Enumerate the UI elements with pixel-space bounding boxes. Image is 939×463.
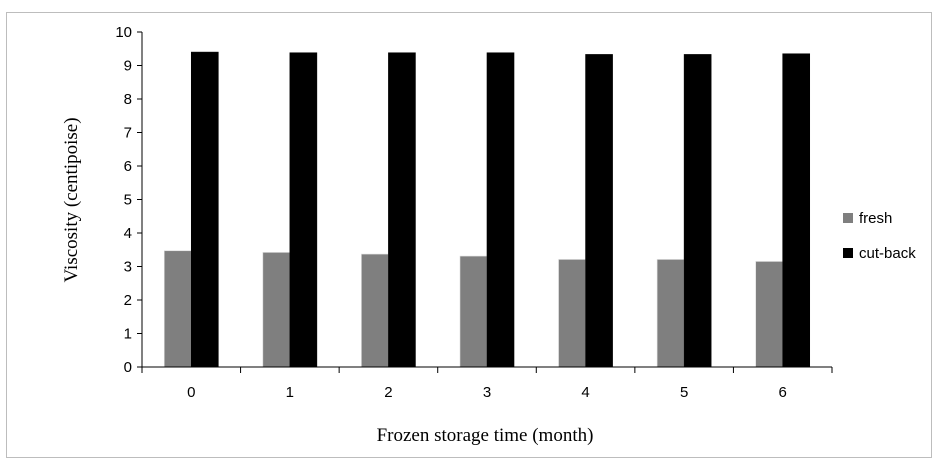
bar-cut-back-3 (486, 52, 515, 368)
legend-label-cut-back: cut-back (859, 245, 916, 262)
chart-frame (6, 12, 932, 458)
legend: fresh cut-back (843, 210, 916, 262)
bar-fresh-5 (656, 259, 685, 368)
bar-fresh-1 (262, 252, 291, 368)
x-tick-label: 3 (483, 384, 491, 401)
bar-fresh-6 (755, 261, 784, 368)
y-tick-label: 8 (124, 91, 132, 108)
legend-label-fresh: fresh (859, 210, 892, 227)
y-tick-label: 6 (124, 158, 132, 175)
x-tick-label: 1 (286, 384, 294, 401)
x-tick-label: 0 (187, 384, 195, 401)
legend-swatch-fresh (843, 213, 853, 223)
bar-cut-back-2 (388, 52, 416, 368)
x-axis-title: Frozen storage time (month) (377, 425, 594, 446)
x-tick-label: 4 (581, 384, 589, 401)
x-axis-ticks: 0 1 2 3 4 5 6 (141, 367, 833, 401)
bars (163, 51, 811, 368)
legend-swatch-cut-back (843, 248, 853, 258)
y-axis-title: Viscosity (centipoise) (61, 117, 82, 282)
bar-fresh-4 (558, 259, 586, 368)
y-tick-label: 9 (124, 58, 132, 75)
bar-fresh-2 (361, 253, 389, 368)
bar-cut-back-4 (585, 54, 613, 368)
y-tick-label: 1 (124, 326, 132, 343)
y-tick-label: 0 (124, 359, 132, 376)
y-tick-label: 4 (124, 225, 132, 242)
y-tick-label: 7 (124, 125, 132, 142)
y-tick-label: 3 (124, 259, 132, 276)
bar-cut-back-5 (683, 54, 712, 368)
y-tick-label: 2 (124, 292, 132, 309)
x-tick-label: 5 (680, 384, 688, 401)
bar-cut-back-1 (289, 52, 318, 368)
bar-fresh-3 (459, 255, 488, 368)
x-tick-label: 6 (779, 384, 787, 401)
x-tick-label: 2 (384, 384, 392, 401)
y-tick-label: 5 (124, 192, 132, 209)
y-axis-ticks: 0 1 2 3 4 5 6 7 8 9 10 (115, 24, 142, 376)
bar-cut-back-0 (190, 51, 219, 368)
bar-cut-back-6 (782, 53, 811, 368)
y-tick-label: 10 (115, 24, 132, 41)
bar-fresh-0 (163, 250, 192, 368)
